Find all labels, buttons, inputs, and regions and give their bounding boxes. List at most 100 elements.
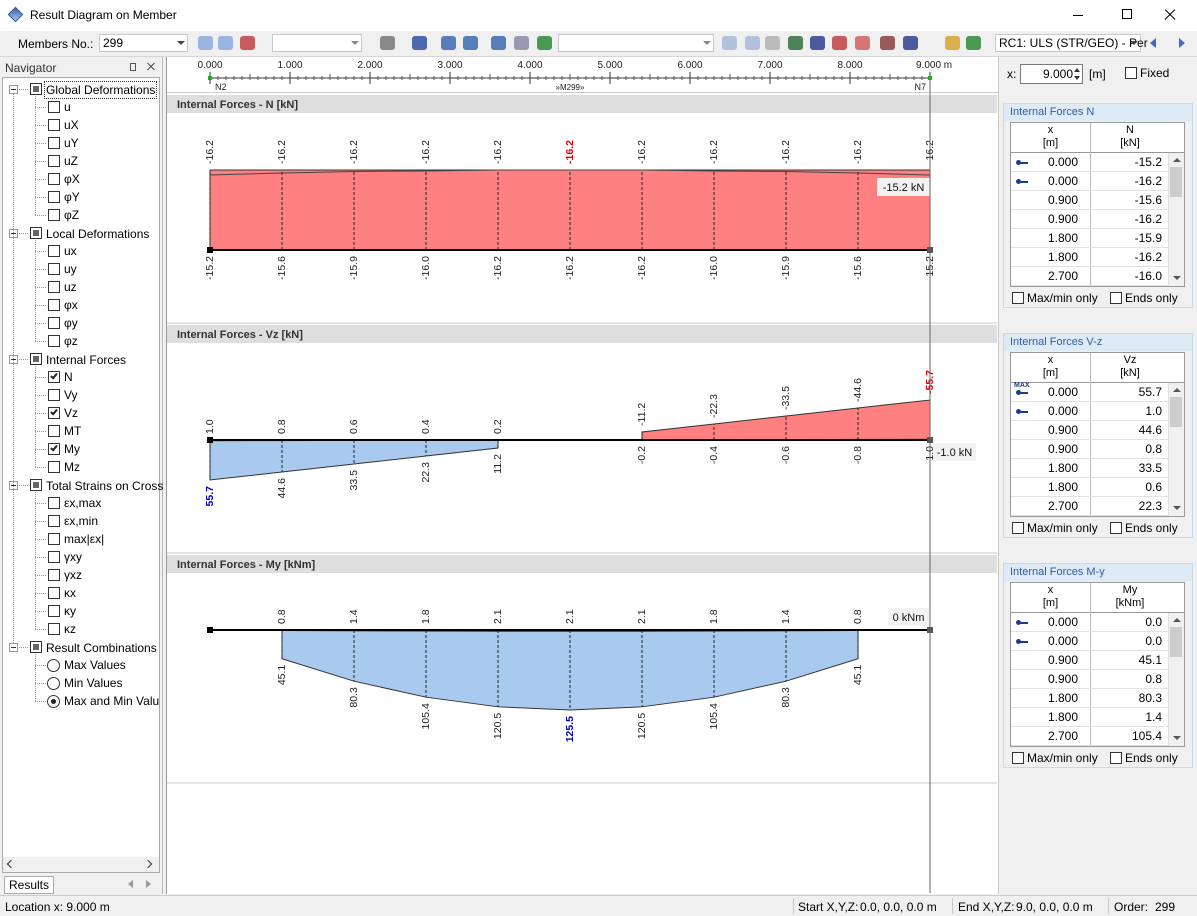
pin-button[interactable] — [130, 63, 136, 71]
toolbar-button[interactable] — [903, 36, 918, 50]
item-label[interactable]: MT — [64, 424, 82, 438]
combo-box[interactable] — [558, 34, 714, 52]
group-label[interactable]: Global Deformations — [44, 81, 158, 99]
tab-left[interactable] — [128, 880, 133, 888]
toolbar-button[interactable] — [412, 36, 427, 50]
item-checkbox[interactable] — [48, 407, 60, 419]
max-min-checkbox[interactable] — [1012, 292, 1024, 304]
item-label[interactable]: κz — [64, 622, 76, 636]
item-checkbox[interactable] — [48, 551, 60, 563]
toolbar-button[interactable] — [788, 36, 803, 50]
radio-button[interactable] — [47, 677, 60, 690]
previous-button[interactable] — [1150, 38, 1156, 48]
ends-checkbox[interactable] — [1110, 522, 1122, 534]
tree-expander[interactable] — [9, 643, 18, 652]
group-label[interactable]: Result Combinations — [46, 641, 157, 655]
toolbar-button[interactable] — [810, 36, 825, 50]
next-button[interactable] — [1179, 38, 1185, 48]
item-checkbox[interactable] — [48, 533, 60, 545]
item-checkbox[interactable] — [48, 191, 60, 203]
group-label[interactable]: Local Deformations — [46, 227, 150, 241]
group-checkbox[interactable] — [30, 353, 42, 365]
spin-down[interactable] — [1074, 76, 1080, 80]
item-checkbox[interactable] — [48, 281, 60, 293]
item-checkbox[interactable] — [48, 443, 60, 455]
scroll-thumb[interactable] — [1170, 167, 1182, 197]
item-label[interactable]: Vy — [64, 388, 78, 402]
toolbar-button[interactable] — [765, 36, 780, 50]
item-label[interactable]: φZ — [64, 208, 80, 222]
toolbar-button[interactable] — [380, 36, 395, 50]
group-checkbox[interactable] — [30, 479, 42, 491]
toolbar-button[interactable] — [198, 36, 213, 50]
item-label[interactable]: My — [64, 442, 80, 456]
maximize-button[interactable] — [1122, 9, 1132, 19]
item-label[interactable]: max|εx| — [64, 532, 105, 546]
scroll-down[interactable] — [1173, 506, 1181, 510]
item-label[interactable]: uy — [64, 262, 77, 276]
toolbar-button[interactable] — [745, 36, 760, 50]
item-label[interactable]: ux — [64, 244, 77, 258]
tab-right[interactable] — [146, 880, 151, 888]
scroll-up[interactable] — [1173, 618, 1181, 622]
item-label[interactable]: γxz — [64, 568, 82, 582]
item-checkbox[interactable] — [48, 155, 60, 167]
scroll-thumb[interactable] — [1170, 397, 1182, 427]
scroll-down[interactable] — [1173, 276, 1181, 280]
item-label[interactable]: Max Values — [64, 658, 126, 672]
toolbar-button[interactable] — [966, 36, 981, 50]
item-checkbox[interactable] — [48, 497, 60, 509]
fixed-checkbox[interactable] — [1125, 67, 1137, 79]
item-checkbox[interactable] — [48, 173, 60, 185]
toolbar-button[interactable] — [240, 36, 255, 50]
scroll-thumb[interactable] — [1170, 627, 1182, 657]
toolbar-button[interactable] — [463, 36, 478, 50]
item-checkbox[interactable] — [48, 605, 60, 617]
item-label[interactable]: κx — [64, 586, 76, 600]
item-label[interactable]: uz — [64, 280, 77, 294]
item-checkbox[interactable] — [48, 371, 60, 383]
item-checkbox[interactable] — [48, 587, 60, 599]
spin-up[interactable] — [1074, 68, 1080, 72]
item-label[interactable]: γxy — [64, 550, 82, 564]
group-checkbox[interactable] — [30, 83, 42, 95]
item-checkbox[interactable] — [48, 389, 60, 401]
item-checkbox[interactable] — [48, 335, 60, 347]
toolbar-button[interactable] — [945, 36, 960, 50]
item-checkbox[interactable] — [48, 101, 60, 113]
member-combo[interactable]: 299 — [99, 34, 188, 52]
item-checkbox[interactable] — [48, 299, 60, 311]
toolbar-button[interactable] — [514, 36, 529, 50]
toolbar-button[interactable] — [218, 36, 233, 50]
item-label[interactable]: Mz — [64, 460, 80, 474]
item-label[interactable]: u — [64, 100, 71, 114]
ends-checkbox[interactable] — [1110, 752, 1122, 764]
item-label[interactable]: Min Values — [64, 676, 123, 690]
item-checkbox[interactable] — [48, 515, 60, 527]
toolbar-button[interactable] — [722, 36, 737, 50]
minimize-button[interactable] — [1073, 15, 1083, 16]
item-checkbox[interactable] — [48, 209, 60, 221]
item-label[interactable]: Max and Min Valu — [64, 694, 160, 708]
scroll-down[interactable] — [1173, 736, 1181, 740]
item-checkbox[interactable] — [48, 317, 60, 329]
load-case-combo[interactable]: RC1: ULS (STR/GEO) - Per — [995, 34, 1148, 52]
ends-checkbox[interactable] — [1110, 292, 1122, 304]
item-label[interactable]: κy — [64, 604, 76, 618]
item-checkbox[interactable] — [48, 137, 60, 149]
item-label[interactable]: εx,max — [64, 496, 102, 510]
item-label[interactable]: uZ — [64, 154, 79, 168]
item-label[interactable]: Vz — [64, 406, 79, 420]
item-label[interactable]: φy — [64, 316, 78, 330]
item-label[interactable]: uX — [64, 118, 79, 132]
item-checkbox[interactable] — [48, 425, 60, 437]
item-checkbox[interactable] — [48, 461, 60, 473]
item-checkbox[interactable] — [48, 569, 60, 581]
group-checkbox[interactable] — [30, 227, 42, 239]
scroll-up[interactable] — [1173, 158, 1181, 162]
item-label[interactable]: φz — [64, 334, 78, 348]
item-label[interactable]: φx — [64, 298, 78, 312]
max-min-checkbox[interactable] — [1012, 752, 1024, 764]
item-checkbox[interactable] — [48, 245, 60, 257]
item-label[interactable]: φY — [64, 190, 80, 204]
